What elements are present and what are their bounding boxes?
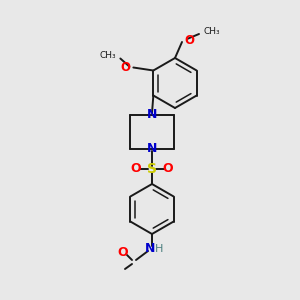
Text: N: N	[147, 142, 157, 155]
Text: H: H	[155, 244, 163, 254]
Text: N: N	[147, 109, 157, 122]
Text: CH₃: CH₃	[204, 28, 220, 37]
Text: O: O	[163, 163, 173, 176]
Text: O: O	[131, 163, 141, 176]
Text: O: O	[120, 61, 130, 74]
Text: O: O	[118, 245, 128, 259]
Text: CH₃: CH₃	[100, 51, 116, 60]
Text: S: S	[147, 162, 157, 176]
Text: N: N	[145, 242, 155, 256]
Text: O: O	[184, 34, 194, 46]
